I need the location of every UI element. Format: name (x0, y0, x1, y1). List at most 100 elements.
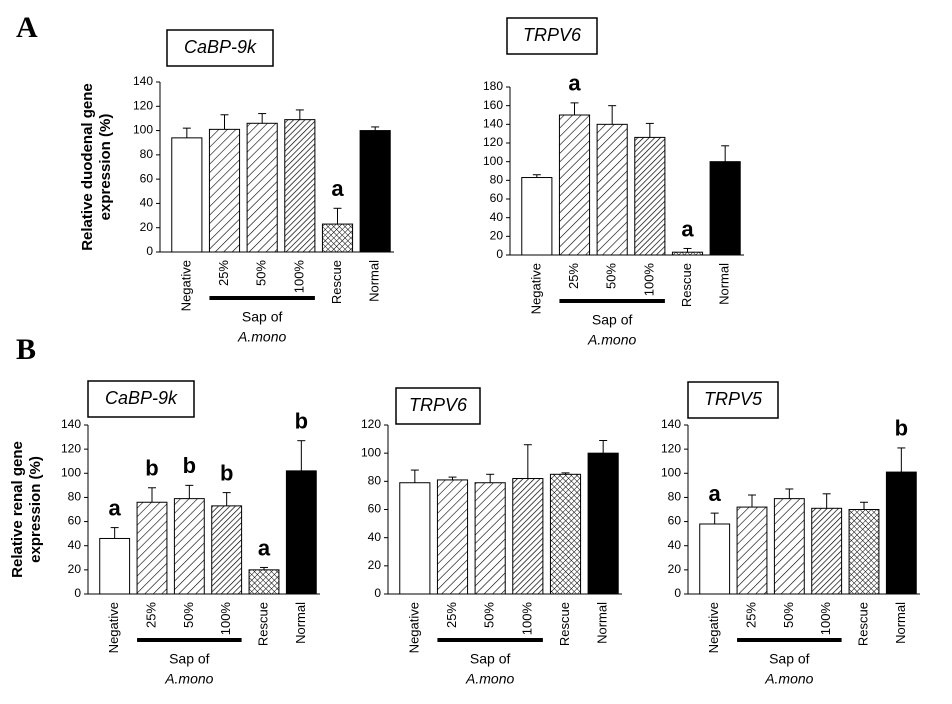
x-tick-label: Negative (406, 602, 421, 653)
y-tick-label: 20 (668, 562, 682, 576)
y-tick-label: 80 (490, 173, 504, 187)
bar (474, 482, 506, 595)
y-tick-label: 120 (483, 135, 503, 149)
y-tick-label: 0 (146, 244, 153, 258)
y-tick-label: 40 (490, 210, 504, 224)
x-tick-label: Rescue (329, 260, 344, 304)
x-tick-label: 100% (641, 263, 656, 297)
x-tick-label: 50% (604, 263, 619, 289)
bar (773, 498, 805, 595)
y-tick-label: 100 (61, 465, 81, 479)
x-tick-label: Normal (367, 260, 382, 302)
x-tick-label: 50% (181, 602, 196, 628)
x-tick-label: Normal (595, 602, 610, 644)
y-tick-label: 0 (496, 247, 503, 261)
x-tick-label: Normal (293, 602, 308, 644)
y-tick-label: 140 (661, 417, 681, 431)
chart-title: CaBP-9k (184, 37, 257, 57)
title-box (166, 29, 274, 67)
bar (246, 122, 278, 253)
y-tick-label: 60 (668, 514, 682, 528)
bar (284, 119, 316, 253)
x-tick-label: Negative (706, 602, 721, 653)
bar (285, 470, 317, 595)
bar (634, 136, 666, 256)
significance-letter: a (109, 495, 122, 520)
bar (512, 478, 544, 595)
y-tick-label: 40 (668, 538, 682, 552)
chart-title: TRPV6 (523, 25, 582, 45)
x-tick-label: 25% (743, 602, 758, 628)
chart-title: CaBP-9k (105, 388, 178, 408)
group-label: A.mono (465, 671, 514, 687)
x-tick-label: 25% (143, 602, 158, 628)
x-tick-label: 25% (216, 260, 231, 286)
significance-letter: a (568, 71, 581, 96)
significance-letter: b (145, 456, 158, 481)
y-tick-label: 120 (133, 98, 153, 112)
bar (699, 523, 731, 595)
x-tick-label: Rescue (855, 602, 870, 646)
y-tick-label: 20 (490, 229, 504, 243)
group-label: Sap of (470, 651, 511, 667)
y-tick-label: 140 (61, 417, 81, 431)
bar (359, 130, 391, 253)
chart-title: TRPV5 (704, 389, 763, 409)
y-tick-label: 120 (361, 417, 381, 431)
group-label: Sap of (169, 651, 210, 667)
x-tick-label: Rescue (557, 602, 572, 646)
group-label: A.mono (587, 332, 636, 348)
bar (521, 177, 553, 256)
y-tick-label: 40 (368, 530, 382, 544)
title-box (395, 387, 481, 425)
y-axis-label: expression (%) (97, 114, 114, 221)
bar (848, 509, 880, 595)
bar (136, 501, 168, 595)
y-tick-label: 120 (661, 441, 681, 455)
title-box (87, 380, 195, 418)
bar (709, 161, 741, 256)
y-tick-label: 0 (74, 586, 81, 600)
y-tick-label: 20 (140, 220, 154, 234)
y-axis-label: Relative duodenal gene (79, 83, 96, 251)
y-tick-label: 100 (483, 154, 503, 168)
x-tick-label: Negative (106, 602, 121, 653)
y-tick-label: 60 (140, 171, 154, 185)
y-axis-label: Relative renal gene (9, 441, 26, 578)
bar (208, 128, 241, 253)
y-tick-label: 0 (374, 586, 381, 600)
bar (211, 505, 243, 595)
x-tick-label: 100% (291, 260, 306, 294)
y-tick-label: 80 (368, 474, 382, 488)
significance-letter: a (709, 481, 722, 506)
group-label: A.mono (164, 671, 213, 687)
y-tick-label: 100 (133, 123, 153, 137)
significance-letter: a (258, 535, 271, 560)
y-tick-label: 140 (133, 74, 153, 88)
bar (885, 471, 917, 595)
y-tick-label: 20 (68, 562, 82, 576)
bar (171, 137, 203, 253)
panel-label: A (16, 11, 38, 44)
bar (321, 223, 354, 253)
bar (558, 114, 591, 256)
bar (671, 251, 704, 256)
y-tick-label: 60 (68, 514, 82, 528)
bar (99, 537, 131, 595)
bar (811, 507, 843, 595)
chart-title: TRPV6 (409, 395, 468, 415)
y-tick-label: 60 (368, 502, 382, 516)
group-label: A.mono (237, 329, 286, 345)
y-tick-label: 80 (668, 490, 682, 504)
x-tick-label: Normal (893, 602, 908, 644)
y-tick-label: 40 (68, 538, 82, 552)
significance-letter: b (220, 460, 233, 485)
y-tick-label: 60 (490, 191, 504, 205)
y-tick-label: 0 (674, 586, 681, 600)
bar (436, 479, 469, 595)
y-tick-label: 40 (140, 196, 154, 210)
x-tick-label: 25% (566, 263, 581, 289)
significance-letter: a (331, 176, 344, 201)
bar (596, 123, 628, 256)
